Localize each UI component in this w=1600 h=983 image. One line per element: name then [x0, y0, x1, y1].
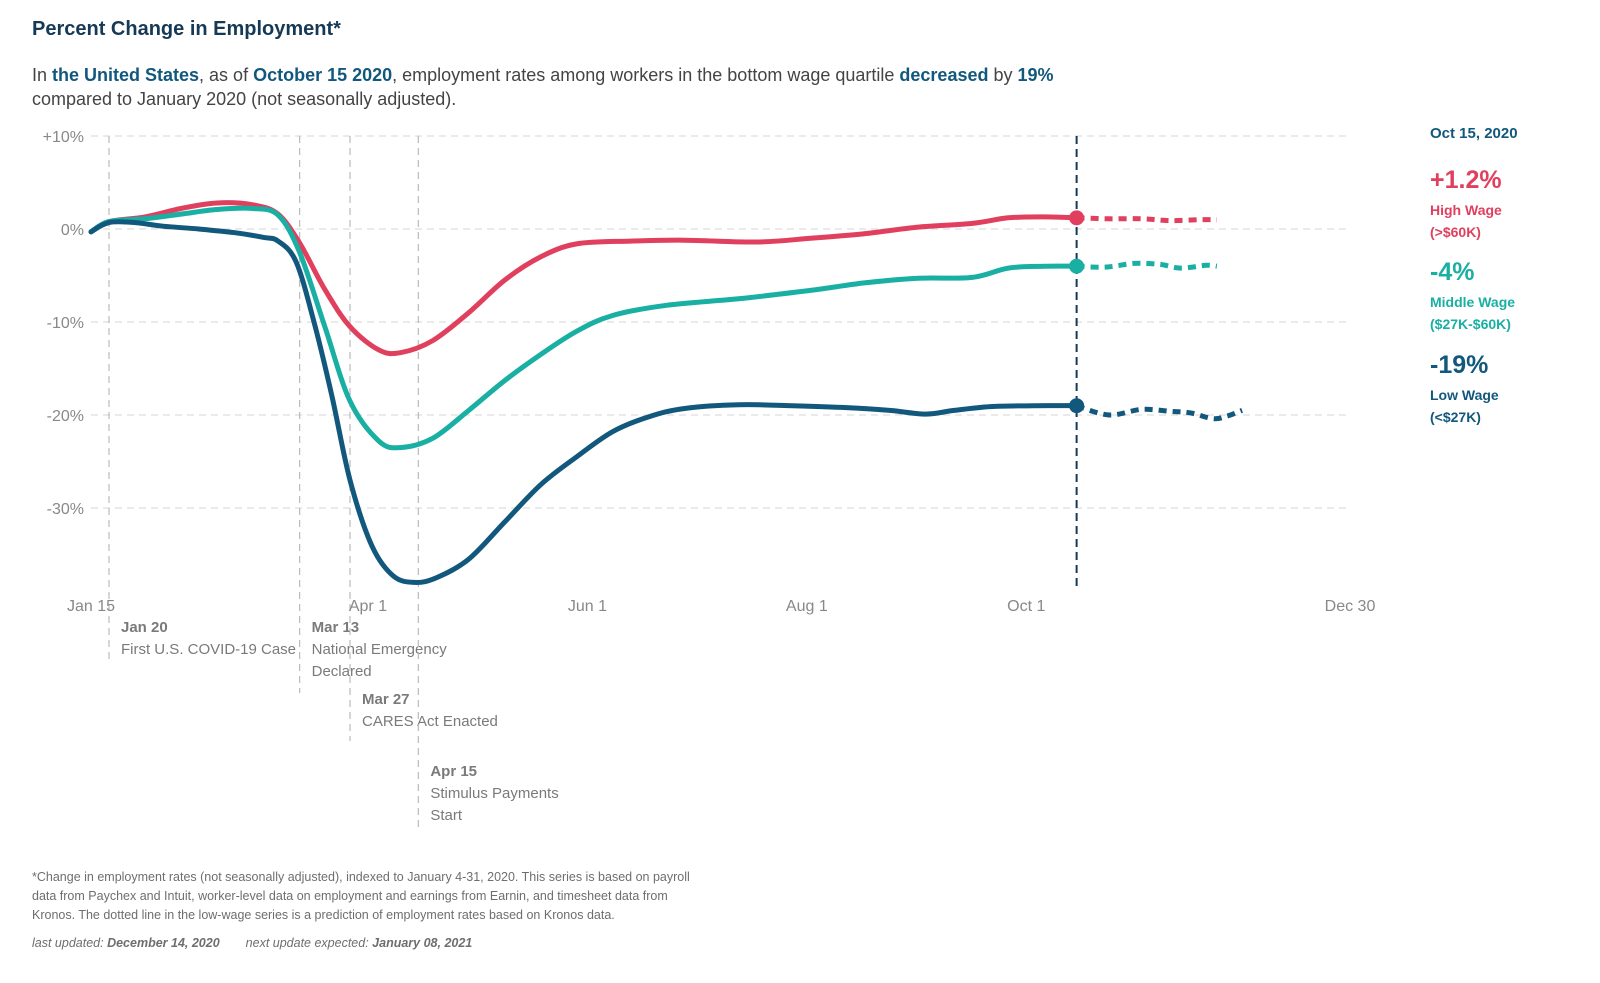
legend-wage-range: (<$27K)	[1430, 409, 1481, 425]
footnote-line: Kronos. The dotted line in the low-wage …	[32, 906, 772, 925]
event-date-label: Apr 15	[430, 763, 477, 780]
employment-line-chart: Jan 20 First U.S. COVID-19 Case Mar 13 Nati…	[0, 0, 1600, 983]
legend-series-name: Low Wage	[1430, 387, 1499, 403]
grid-layer	[91, 136, 1350, 508]
legend-wage-range: (>$60K)	[1430, 224, 1481, 240]
update-info: last updated: December 14, 2020 next upda…	[32, 936, 472, 950]
event-description: Start	[430, 807, 463, 824]
y-tick-label: -30%	[47, 501, 84, 518]
series-layer	[91, 136, 1242, 588]
event-date-label: Jan 20	[121, 619, 168, 636]
event-description: Declared	[312, 663, 372, 680]
x-tick-label: Apr 1	[349, 598, 387, 615]
x-tick-label: Aug 1	[786, 598, 828, 615]
event-description: Stimulus Payments	[430, 785, 558, 802]
series-endpoint-marker[interactable]	[1069, 210, 1084, 225]
forecast-line-middle-wage	[1077, 263, 1217, 268]
event-date-label: Mar 27	[362, 691, 410, 708]
footnote: *Change in employment rates (not seasona…	[32, 868, 772, 925]
last-updated-label: last updated:	[32, 936, 104, 950]
event-description: First U.S. COVID-19 Case	[121, 641, 296, 658]
legend-value: +1.2%	[1430, 166, 1502, 194]
legend-series-name: Middle Wage	[1430, 294, 1515, 310]
y-tick-label: +10%	[43, 129, 84, 146]
legend-value: -19%	[1430, 351, 1488, 379]
x-tick-label: Dec 30	[1325, 598, 1376, 615]
next-update-label: next update expected:	[246, 936, 369, 950]
x-tick-label: Jan 15	[67, 598, 115, 615]
y-tick-label: -20%	[47, 408, 84, 425]
event-description: National Emergency	[312, 641, 448, 658]
x-tick-label: Oct 1	[1007, 598, 1045, 615]
footnote-line: *Change in employment rates (not seasona…	[32, 868, 772, 887]
series-endpoint-marker[interactable]	[1069, 259, 1084, 274]
last-updated-value: December 14, 2020	[107, 936, 220, 950]
legend-date: Oct 15, 2020	[1430, 125, 1518, 142]
event-layer: Jan 20 First U.S. COVID-19 Case Mar 13 Nati…	[109, 136, 559, 830]
x-tick-label: Jun 1	[568, 598, 607, 615]
legend-wage-range: ($27K-$60K)	[1430, 316, 1511, 332]
event-date-label: Mar 13	[312, 619, 360, 636]
next-update-value: January 08, 2021	[372, 936, 472, 950]
forecast-line-low-wage	[1077, 406, 1243, 419]
legend-value: -4%	[1430, 258, 1474, 286]
footnote-line: data from Paychex and Intuit, worker-lev…	[32, 887, 772, 906]
legend-layer: +1.2% High Wage (>$60K) -4% Middle Wage ($27K…	[1430, 125, 1518, 425]
y-tick-label: 0%	[61, 222, 84, 239]
y-tick-label: -10%	[47, 315, 84, 332]
forecast-line-high-wage	[1077, 218, 1217, 221]
event-description: CARES Act Enacted	[362, 713, 498, 730]
series-endpoint-marker[interactable]	[1069, 398, 1084, 413]
legend-series-name: High Wage	[1430, 202, 1502, 218]
